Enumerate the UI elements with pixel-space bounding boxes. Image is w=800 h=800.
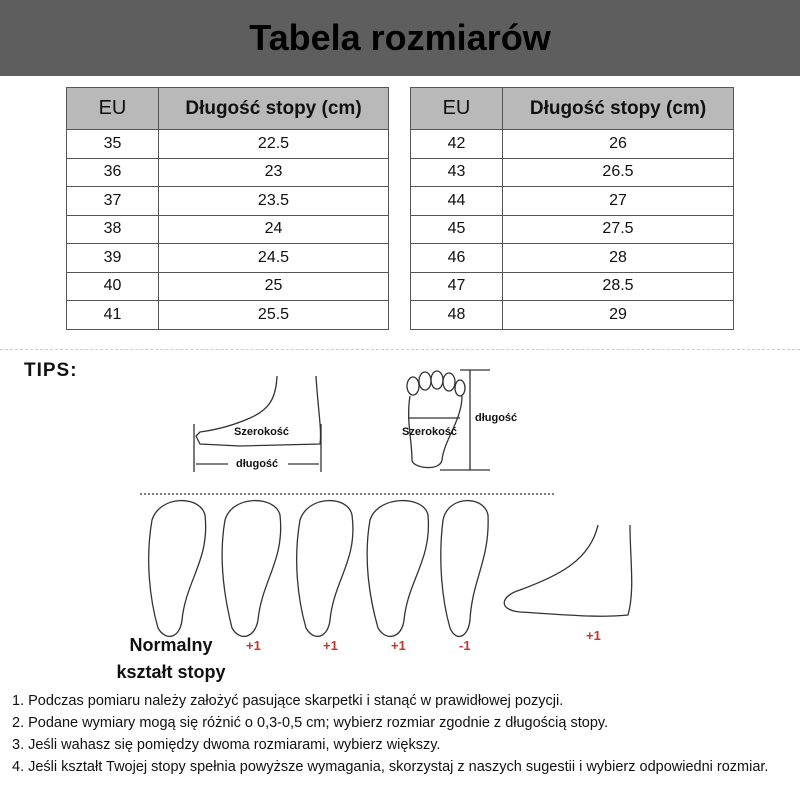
top-width-label: Szerokość [402, 426, 458, 438]
foot-length-cell: 28 [502, 243, 734, 273]
eu-size-cell: 40 [66, 271, 159, 301]
eu-size-cell: 39 [66, 243, 159, 273]
tips-label: TIPS: [24, 360, 78, 381]
adjustment-label: -1 [459, 638, 471, 653]
page-title: Tabela rozmiarów [249, 17, 551, 58]
eu-size-cell: 47 [410, 271, 503, 301]
size-table-right: EU Długość stopy (cm) 42 26 43 26.5 44 27 45 27.… [410, 87, 734, 330]
eu-size-cell: 37 [66, 186, 159, 216]
foot-length-cell: 29 [502, 300, 734, 330]
table-row: 47 28.5 [410, 271, 734, 301]
table-row: 36 23 [66, 157, 389, 187]
top-foot-icon [406, 369, 490, 471]
note-item: 3. Jeśli wahasz się pomiędzy dwoma rozmi… [12, 737, 441, 753]
table-row: 40 25 [66, 271, 389, 301]
foot-length-cell: 27.5 [502, 214, 734, 244]
header-length: Długość stopy (cm) [158, 87, 389, 130]
side-foot-icon [193, 375, 322, 472]
eu-size-cell: 46 [410, 243, 503, 273]
eu-size-cell: 45 [410, 214, 503, 244]
foot-length-cell: 24 [158, 214, 389, 244]
foot-illustrations [140, 369, 633, 638]
table-row: 48 29 [410, 300, 734, 330]
adjustment-label: +1 [586, 628, 601, 643]
table-row: 39 24.5 [66, 243, 389, 273]
table-row: 42 26 [410, 129, 734, 159]
table-row: 46 28 [410, 243, 734, 273]
header-eu: EU [66, 87, 159, 130]
table-row: 44 27 [410, 186, 734, 216]
eu-size-cell: 35 [66, 129, 159, 159]
foot-length-cell: 28.5 [502, 271, 734, 301]
note-item: 2. Podane wymiary mogą się różnić o 0,3-… [12, 715, 609, 731]
note-item: 4. Jeśli kształt Twojej stopy spełnia po… [12, 759, 769, 775]
table-row: 35 22.5 [66, 129, 389, 159]
table-row: 43 26.5 [410, 157, 734, 187]
foot-length-cell: 27 [502, 186, 734, 216]
eu-size-cell: 38 [66, 214, 159, 244]
table-row: 37 23.5 [66, 186, 389, 216]
normal-line2: kształt stopy [116, 662, 226, 682]
side-width-label: Szerokość [234, 426, 290, 438]
side-length-label: długość [236, 458, 279, 470]
normal-line1: Normalny [129, 635, 213, 655]
note-item: 1. Podczas pomiaru należy założyć pasują… [12, 693, 564, 709]
adjustment-label: +1 [323, 638, 338, 653]
foot-outlines [148, 499, 633, 638]
table-row: 45 27.5 [410, 214, 734, 244]
adjustment-label: +1 [246, 638, 261, 653]
foot-length-cell: 26 [502, 129, 734, 159]
divider [0, 349, 800, 350]
adjustment-label: +1 [391, 638, 406, 653]
foot-length-cell: 25 [158, 271, 389, 301]
eu-size-cell: 44 [410, 186, 503, 216]
top-length-label: długość [475, 412, 518, 424]
eu-size-cell: 41 [66, 300, 159, 330]
foot-length-cell: 26.5 [502, 157, 734, 187]
foot-length-cell: 23.5 [158, 186, 389, 216]
normal-foot-label: Normalny kształt stopy [104, 632, 238, 686]
eu-size-cell: 43 [410, 157, 503, 187]
notes-list: 1. Podczas pomiaru należy założyć pasują… [12, 690, 792, 778]
foot-length-cell: 24.5 [158, 243, 389, 273]
table-row: 38 24 [66, 214, 389, 244]
size-table-left: EU Długość stopy (cm) 35 22.5 36 23 37 23.5 38 2… [66, 87, 389, 330]
table-row: 41 25.5 [66, 300, 389, 330]
foot-length-cell: 25.5 [158, 300, 389, 330]
foot-length-cell: 23 [158, 157, 389, 187]
eu-size-cell: 36 [66, 157, 159, 187]
header-length: Długość stopy (cm) [502, 87, 734, 130]
header-eu: EU [410, 87, 503, 130]
foot-length-cell: 22.5 [158, 129, 389, 159]
eu-size-cell: 42 [410, 129, 503, 159]
title-bar: Tabela rozmiarów [0, 0, 800, 76]
eu-size-cell: 48 [410, 300, 503, 330]
